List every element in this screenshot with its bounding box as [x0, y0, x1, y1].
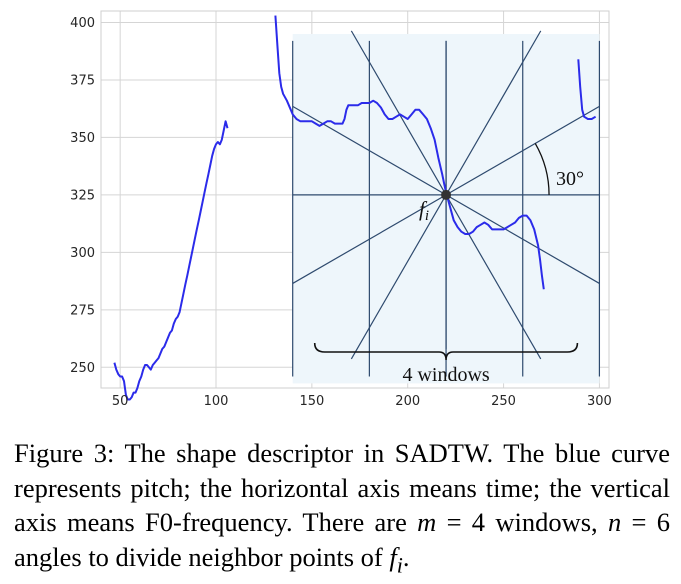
caption-m-var: m [417, 507, 437, 537]
caption-text-4: . [402, 541, 410, 572]
x-tick-label: 200 [395, 394, 420, 409]
pitch-curve [113, 15, 597, 401]
y-tick-labels: 250 275 300 325 350 375 400 [70, 16, 95, 376]
y-tick-label: 250 [70, 361, 95, 376]
caption-text-1: The shape descriptor in SADTW. The blue … [14, 438, 670, 537]
pitch-segment [577, 59, 597, 120]
caption-n-eq: = 6 [621, 507, 671, 537]
caption-f-var: f [389, 541, 397, 572]
x-tick-label: 300 [587, 394, 612, 409]
pitch-segment [113, 120, 229, 401]
caption-m-eq: = 4 [436, 507, 486, 537]
x-tick-label: 100 [204, 394, 229, 409]
caption-f-sub: i [396, 551, 403, 577]
y-tick-label: 325 [70, 188, 95, 203]
windows-label: 4 windows [402, 364, 489, 386]
y-tick-label: 275 [70, 303, 95, 318]
angle-label: 30° [556, 168, 584, 190]
caption-label: Figure 3: [14, 438, 115, 468]
caption-text-3: angles to divide neighbor points of [14, 541, 390, 572]
y-tick-label: 400 [70, 16, 95, 31]
center-point [441, 189, 452, 200]
x-tick-label: 150 [299, 394, 324, 409]
angle-arc [534, 143, 550, 195]
figure-caption: Figure 3: The shape descriptor in SADTW.… [14, 436, 670, 582]
x-tick-label: 250 [491, 394, 516, 409]
caption-n-var: n [607, 507, 622, 537]
chart: 30° fi 4 windows 50 100 150 200 250 300 250 27… [70, 10, 612, 409]
fi-var: f [419, 197, 428, 221]
x-tick-labels: 50 100 150 200 250 300 [112, 394, 612, 409]
x-tick-label: 50 [112, 394, 129, 409]
y-tick-label: 350 [70, 131, 95, 146]
windows-brace [313, 342, 579, 361]
fi-sub: i [425, 208, 429, 224]
y-tick-label: 375 [70, 73, 95, 88]
caption-text-2: windows, [485, 507, 608, 537]
y-tick-label: 300 [70, 246, 95, 261]
pitch-segment [274, 15, 545, 290]
fi-label: fi [419, 197, 429, 224]
plot-border [100, 10, 610, 389]
